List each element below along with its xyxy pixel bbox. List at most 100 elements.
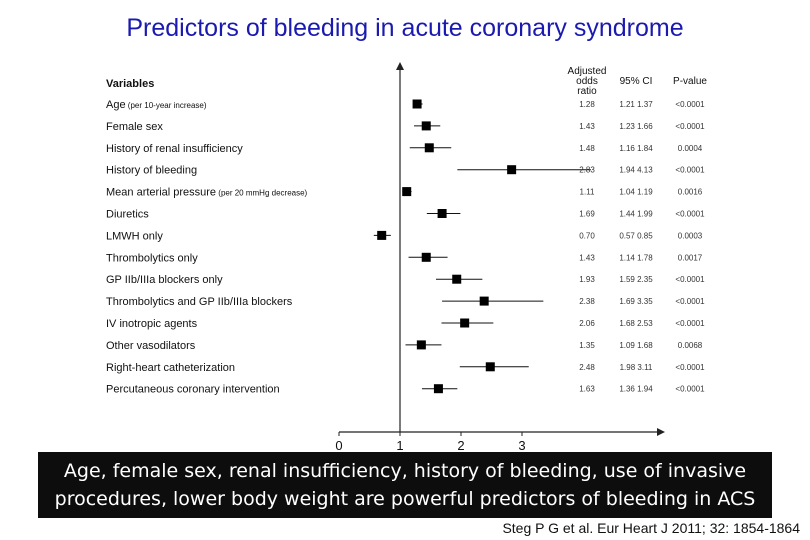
row-label-text: Other vasodilators [106, 340, 196, 352]
row-sublabel-text: (per 20 mmHg decrease) [216, 189, 307, 198]
p-value: <0.0001 [675, 319, 705, 328]
header-ci: 95% CI [620, 76, 653, 87]
p-value: <0.0001 [675, 363, 705, 372]
odds-ratio-marker [377, 230, 387, 240]
row-label-text: History of renal insufficiency [106, 143, 243, 155]
citation: Steg P G et al. Eur Heart J 2011; 32: 18… [502, 520, 800, 536]
y-axis-arrow [396, 62, 404, 70]
row-label: Diuretics [106, 209, 149, 221]
x-tick-label: 1 [396, 438, 403, 453]
p-value: <0.0001 [675, 385, 705, 394]
p-value: 0.0004 [678, 144, 703, 153]
slide-title: Predictors of bleeding in acute coronary… [126, 14, 684, 42]
forest-row: Female sex 1.43 1.23 1.66 <0.0001 [106, 121, 705, 133]
ci-value: 1.44 1.99 [619, 210, 653, 219]
row-label: Other vasodilators [106, 340, 196, 352]
p-value: 0.0017 [678, 253, 703, 262]
forest-row: IV inotropic agents 2.06 1.68 2.53 <0.0001 [106, 318, 705, 330]
x-tick-label: 3 [518, 438, 525, 453]
odds-ratio-marker [433, 384, 443, 394]
ci-value: 1.68 2.53 [619, 319, 653, 328]
p-value: <0.0001 [675, 122, 705, 131]
row-label-text: Percutaneous coronary intervention [106, 384, 280, 396]
or-value: 2.83 [579, 166, 595, 175]
row-label-text: Thrombolytics and GP IIb/IIIa blockers [106, 296, 293, 308]
row-label-text: History of bleeding [106, 165, 197, 177]
or-value: 1.69 [579, 210, 595, 219]
forest-row: LMWH only 0.70 0.57 0.85 0.0003 [106, 230, 703, 242]
odds-ratio-marker [437, 209, 447, 218]
or-value: 1.43 [579, 253, 595, 262]
ci-value: 1.23 1.66 [619, 122, 653, 131]
or-value: 1.35 [579, 341, 595, 350]
p-value: <0.0001 [675, 275, 705, 284]
row-label: IV inotropic agents [106, 318, 198, 330]
row-label-text: Diuretics [106, 209, 149, 221]
p-value: <0.0001 [675, 297, 705, 306]
odds-ratio-marker [479, 296, 489, 306]
or-value: 1.43 [579, 122, 595, 131]
row-label: Thrombolytics only [106, 252, 198, 264]
row-label: LMWH only [106, 230, 163, 242]
takeaway-line-2: procedures, lower body weight are powerf… [54, 488, 756, 510]
row-label-text: Right-heart catheterization [106, 362, 235, 374]
row-label: History of renal insufficiency [106, 143, 243, 155]
header-or-line2: odds [576, 76, 598, 87]
ci-value: 1.04 1.19 [619, 188, 653, 197]
row-sublabel-text: (per 10-year increase) [126, 101, 207, 110]
p-value: <0.0001 [675, 210, 705, 219]
header-p-value: P-value [673, 76, 707, 87]
odds-ratio-marker [485, 362, 495, 372]
ci-value: 1.09 1.68 [619, 341, 653, 350]
forest-row: GP IIb/IIIa blockers only 1.93 1.59 2.35 <0… [106, 274, 705, 286]
forest-row: Thrombolytics only 1.43 1.14 1.78 0.0017 [106, 252, 703, 264]
p-value: <0.0001 [675, 100, 705, 109]
takeaway-box: Age, female sex, renal insufficiency, hi… [38, 452, 772, 518]
forest-row: Right-heart catheterization 2.48 1.98 3.11… [106, 362, 705, 374]
ci-value: 1.59 2.35 [619, 275, 653, 284]
p-value: 0.0068 [678, 341, 703, 350]
forest-row: Diuretics 1.69 1.44 1.99 <0.0001 [106, 209, 705, 221]
odds-ratio-marker [421, 121, 431, 131]
odds-ratio-marker [412, 99, 422, 109]
odds-ratio-marker [460, 318, 470, 328]
row-label: GP IIb/IIIa blockers only [106, 274, 223, 286]
or-value: 2.38 [579, 297, 595, 306]
row-label-text: LMWH only [106, 230, 163, 242]
row-label-text: Age [106, 99, 126, 111]
ci-value: 1.16 1.84 [619, 144, 653, 153]
or-value: 1.48 [579, 144, 595, 153]
row-label-text: GP IIb/IIIa blockers only [106, 274, 223, 286]
forest-row: Mean arterial pressure (per 20 mmHg decr… [106, 187, 703, 199]
x-axis-arrow [657, 428, 665, 436]
row-label-text: IV inotropic agents [106, 318, 198, 330]
odds-ratio-marker [421, 252, 431, 262]
or-value: 1.11 [580, 188, 596, 197]
row-label: Thrombolytics and GP IIb/IIIa blockers [106, 296, 293, 308]
forest-row: Thrombolytics and GP IIb/IIIa blockers 2.… [106, 296, 705, 308]
row-label-text: Female sex [106, 121, 163, 133]
odds-ratio-marker [452, 274, 462, 284]
row-label: Age (per 10-year increase) [106, 99, 207, 111]
takeaway-line-1: Age, female sex, renal insufficiency, hi… [63, 460, 747, 482]
or-value: 2.06 [579, 319, 595, 328]
forest-row: Other vasodilators 1.35 1.09 1.68 0.0068 [106, 340, 703, 352]
row-label: Percutaneous coronary intervention [106, 384, 280, 396]
odds-ratio-marker [416, 340, 426, 350]
or-value: 1.93 [579, 275, 595, 284]
or-value: 0.70 [579, 231, 595, 240]
ci-value: 1.94 4.13 [619, 166, 653, 175]
or-value: 2.48 [579, 363, 595, 372]
header-or-line1: Adjusted [568, 66, 607, 77]
forest-row: Percutaneous coronary intervention 1.63 1.… [106, 384, 705, 396]
forest-plot: Variables Adjusted odds ratio 95% CI P-v… [106, 62, 707, 453]
row-label-text: Thrombolytics only [106, 252, 198, 264]
ci-value: 1.98 3.11 [620, 363, 653, 372]
or-value: 1.63 [579, 385, 595, 394]
ci-value: 1.21 1.37 [619, 100, 653, 109]
header-or-line3: ratio [577, 86, 597, 97]
row-label: Female sex [106, 121, 163, 133]
ci-value: 1.36 1.94 [619, 385, 653, 394]
odds-ratio-marker [424, 143, 434, 153]
odds-ratio-marker [507, 165, 517, 175]
